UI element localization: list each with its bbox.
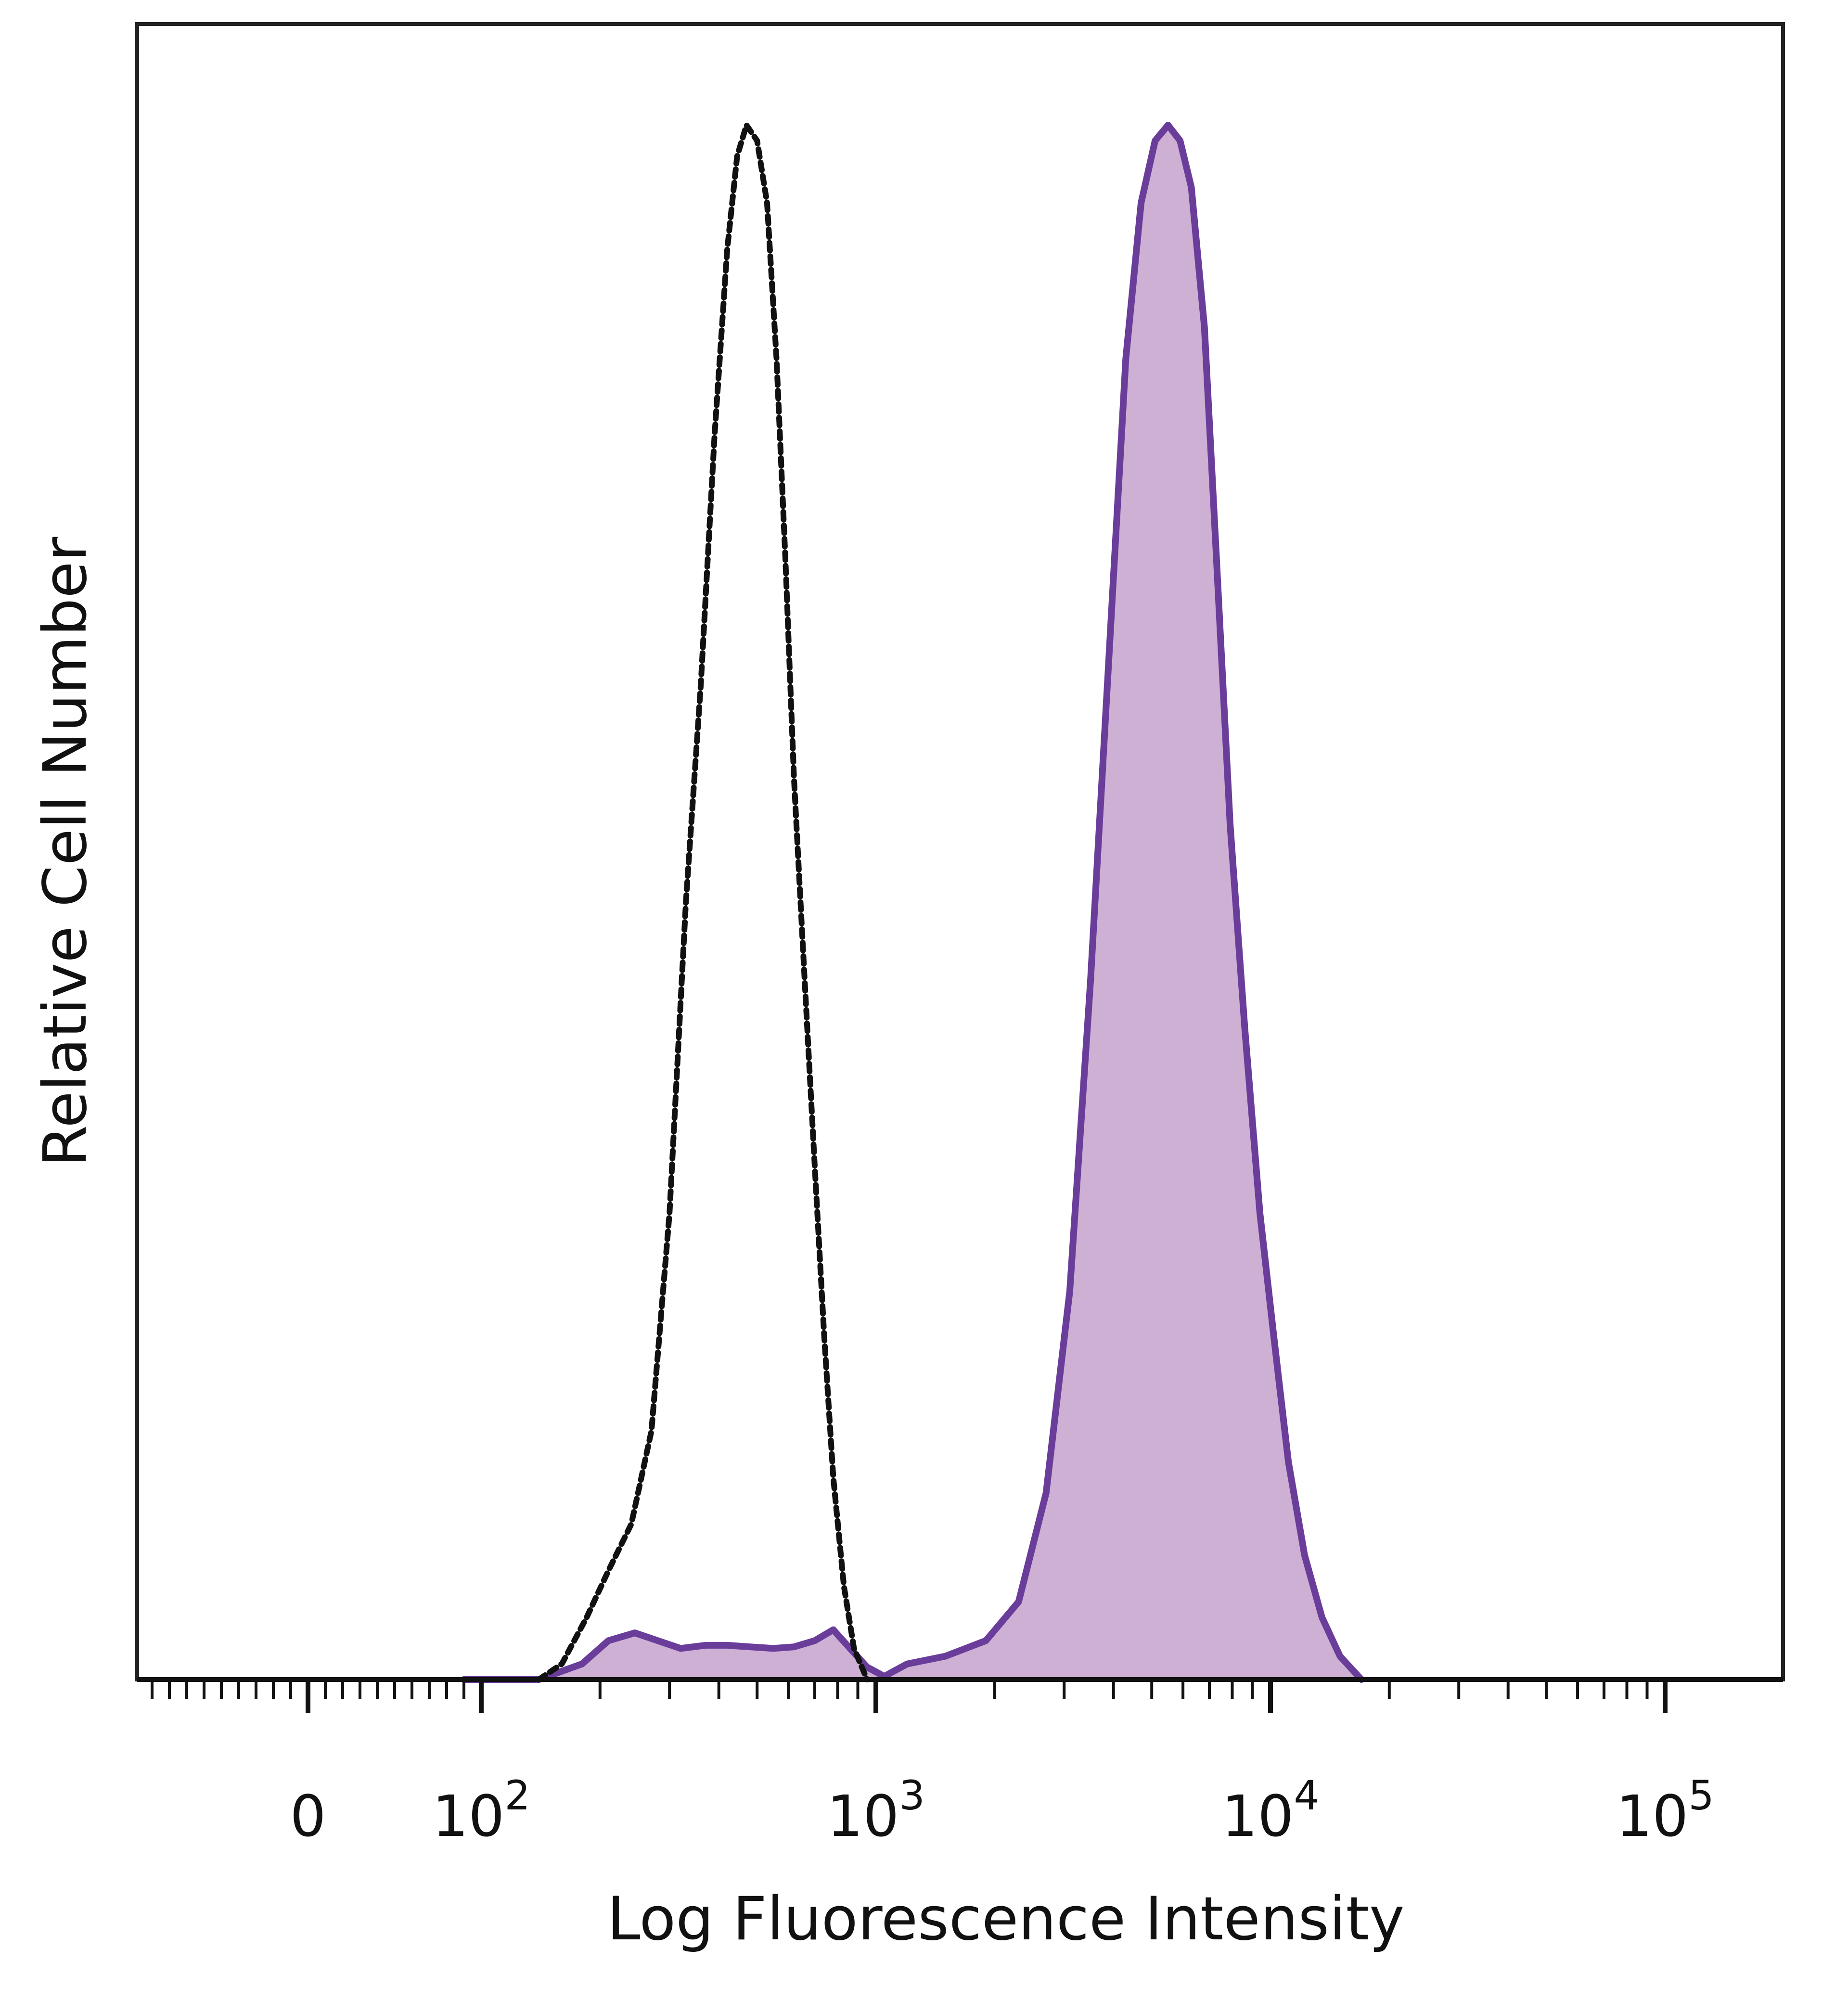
x-axis-title: Log Fluorescence Intensity [607,1885,1405,1954]
series-layer [461,122,1365,1683]
plot-frame [135,22,1785,1681]
x-axis-major-ticks [306,1679,1668,1713]
x-axis-tick-labels: 0 102 103 104 105 [290,1772,1714,1849]
x-axis-minor-ticks [151,1679,1649,1699]
x-tick-label: 102 [432,1772,530,1849]
isotype-control-histogram-line [536,122,870,1682]
x-tick-label: 103 [827,1772,925,1849]
stained-histogram-line [461,122,1365,1683]
stained-histogram-fill [464,125,1361,1679]
x-tick-label: 104 [1221,1772,1320,1849]
x-tick-label: 105 [1616,1772,1714,1849]
x-tick-label: 0 [290,1783,326,1849]
y-axis-title: Relative Cell Number [31,537,100,1167]
